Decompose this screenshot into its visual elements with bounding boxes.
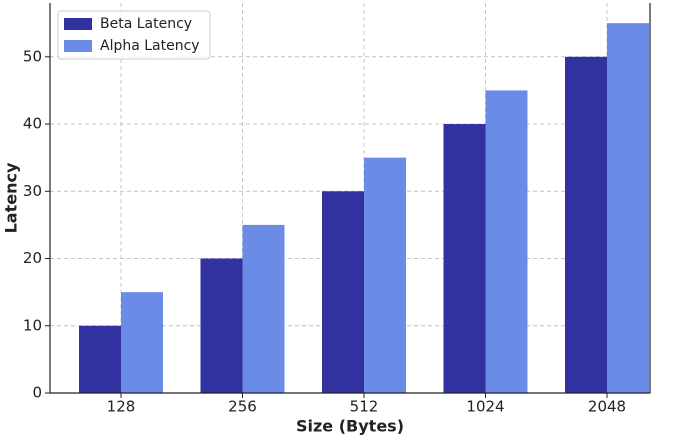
y-tick-label: 10 xyxy=(23,316,42,334)
legend-label: Beta Latency xyxy=(100,16,192,32)
bar xyxy=(200,258,243,393)
bar xyxy=(443,124,486,393)
y-axis-label: Latency xyxy=(2,162,21,233)
bar xyxy=(607,23,649,393)
x-tick-label: 256 xyxy=(228,398,257,416)
bar xyxy=(364,157,406,393)
legend-swatch xyxy=(64,40,92,52)
y-tick-label: 40 xyxy=(23,115,42,133)
legend-label: Alpha Latency xyxy=(100,38,200,54)
x-tick-label: 128 xyxy=(107,398,136,416)
bar xyxy=(121,292,163,393)
x-tick-label: 1024 xyxy=(466,398,504,416)
y-tick-label: 20 xyxy=(23,249,42,267)
x-tick-label: 512 xyxy=(350,398,379,416)
y-tick-label: 30 xyxy=(23,182,42,200)
x-axis-label: Size (Bytes) xyxy=(296,417,404,436)
y-tick-label: 50 xyxy=(23,47,42,65)
y-tick-label: 0 xyxy=(32,384,42,402)
bar xyxy=(322,191,364,393)
bar xyxy=(485,90,528,394)
legend-swatch xyxy=(64,18,92,30)
x-tick-label: 2048 xyxy=(588,398,626,416)
bar xyxy=(565,56,607,394)
legend-box xyxy=(57,10,211,60)
bar xyxy=(242,224,285,393)
axes-frame xyxy=(49,3,651,394)
bar xyxy=(79,325,121,393)
